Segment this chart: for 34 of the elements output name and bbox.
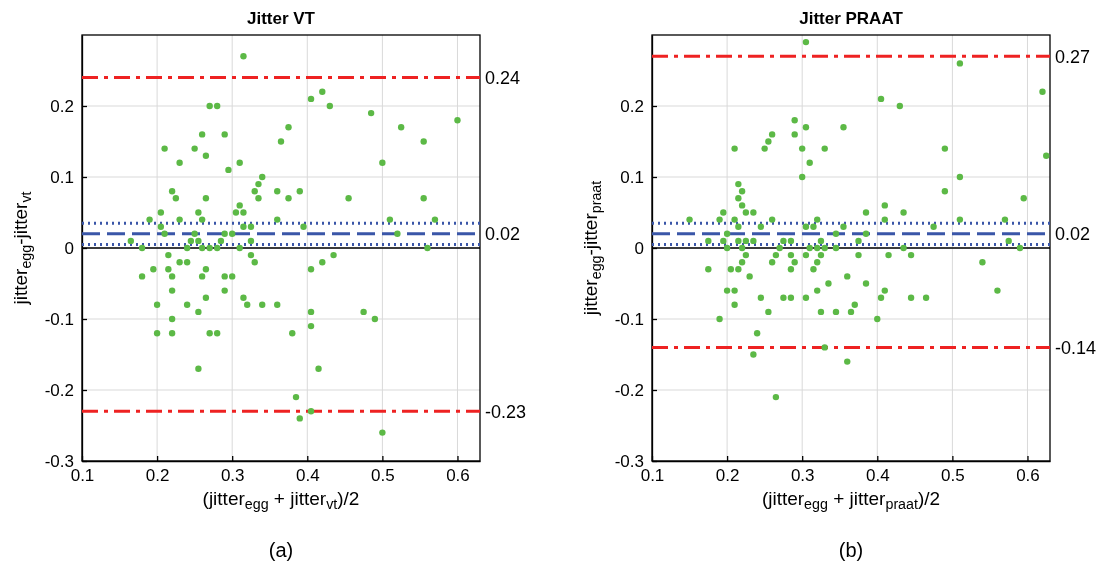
y-tick-label: -0.1 (614, 309, 644, 329)
ref-line-label: -0.14 (1055, 337, 1097, 358)
y-tick-label: -0.2 (614, 380, 644, 400)
x-tick-label: 0.5 (371, 466, 395, 486)
x-axis-title: (jitter$_{egg}$ + jitter$_{praat}$)/2 (761, 488, 941, 513)
y-tick-label: 0 (634, 238, 644, 258)
x-tick-label: 0.4 (865, 466, 890, 486)
y-tick-label: 0.1 (620, 167, 644, 187)
ref-line-label: 0.24 (485, 67, 521, 88)
y-tick-label: -0.2 (44, 380, 74, 400)
y-tick-label: 0 (64, 238, 74, 258)
x-tick-label: 0.6 (1016, 466, 1040, 486)
x-tick-label: 0.2 (145, 466, 170, 486)
ref-line-label: 0.02 (485, 224, 521, 245)
ref-line-label: 0.02 (1055, 224, 1091, 245)
x-tick-label: 0.3 (220, 466, 245, 486)
text: (a) (268, 539, 294, 561)
x-tick-label: 0.1 (70, 466, 95, 486)
x-tick-label: 0.3 (790, 466, 815, 486)
x-tick-label: 0.6 (446, 466, 470, 486)
y-tick-label: -0.1 (44, 309, 74, 329)
y-tick-label: 0.1 (50, 167, 74, 187)
x-tick-label: 0.2 (715, 466, 740, 486)
ref-line-label: -0.23 (485, 401, 527, 422)
x-tick-label: 0.1 (640, 466, 665, 486)
x-tick-label: 0.5 (941, 466, 965, 486)
y-tick-label: 0.2 (620, 96, 644, 116)
chart-title: Jitter PRAAT (799, 9, 904, 28)
x-axis-title: (jitter$_{egg}$ + jitter$_{vt}$)/2 (202, 488, 360, 513)
text: (b) (838, 539, 864, 561)
y-tick-label: 0.2 (50, 96, 74, 116)
ref-line-label: 0.27 (1055, 46, 1091, 67)
x-tick-label: 0.4 (295, 466, 320, 486)
chart-title: Jitter VT (246, 9, 316, 28)
